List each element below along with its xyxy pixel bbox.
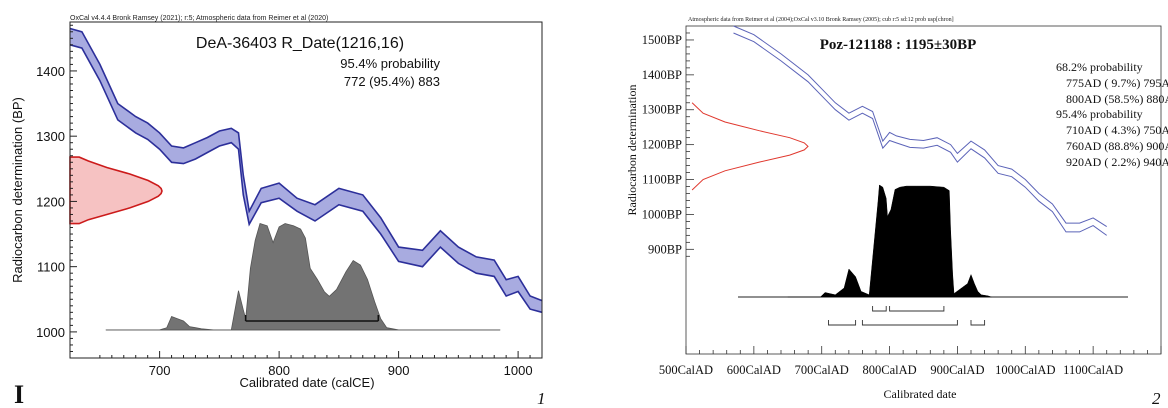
left-calibration-curve-group bbox=[69, 27, 543, 314]
right-x-axis-label: Calibrated date bbox=[884, 387, 957, 401]
y-tick-label: 1100BP bbox=[642, 173, 682, 187]
right-annotation-5: 710AD ( 4.3%) 750AD bbox=[1066, 123, 1168, 137]
y-tick-label: 1300 bbox=[36, 129, 65, 144]
right-y-axis-label: Radiocarbon determination bbox=[625, 85, 639, 216]
left-y-axis-label: Radiocarbon determination (BP) bbox=[10, 97, 25, 283]
left-plot-frame bbox=[69, 21, 543, 359]
right-annotation-6: 760AD (88.8%) 900AD bbox=[1066, 139, 1168, 153]
y-tick-label: 1400BP bbox=[642, 68, 682, 82]
x-tick-label: 700 bbox=[149, 363, 171, 378]
right-annotation-7: 920AD ( 2.2%) 940AD bbox=[1066, 155, 1168, 169]
left-axes-group: 700 800 900 1000 1000 1100 1200 1300 1400 bbox=[36, 24, 543, 378]
right-posterior-group bbox=[738, 184, 1128, 298]
left-x-axis-label: Calibrated date (calCE) bbox=[239, 375, 374, 390]
left-annotation-2: 772 (95.4%) 883 bbox=[344, 74, 440, 89]
left-annotation-1: 95.4% probability bbox=[340, 56, 440, 71]
right-chart-title: Poz-121188 : 1195±30BP bbox=[820, 37, 977, 53]
likelihood-curve bbox=[691, 102, 809, 191]
range-bracket-68 bbox=[872, 306, 887, 312]
x-tick-label: 1000 bbox=[504, 363, 533, 378]
right-chart: Atmospheric data from Reimer et al (2004… bbox=[625, 16, 1168, 401]
y-tick-label: 1200BP bbox=[642, 138, 682, 152]
right-axes-group: 500CalAD 600CalAD 700CalAD 800CalAD 900CalAD… bbox=[642, 32, 1162, 377]
right-plot-frame bbox=[685, 25, 1162, 355]
range-bracket-68 bbox=[889, 306, 945, 312]
right-range-group bbox=[828, 306, 986, 326]
range-bracket-95 bbox=[861, 320, 958, 326]
x-tick-label: 800CalAD bbox=[862, 363, 916, 377]
y-tick-label: 1500BP bbox=[642, 33, 682, 47]
panel-number-left: 1 bbox=[537, 389, 546, 408]
right-annotation-2: 775AD ( 9.7%) 795AD bbox=[1066, 76, 1168, 90]
x-tick-label: 500CalAD bbox=[659, 363, 713, 377]
y-tick-label: 1000BP bbox=[642, 207, 682, 221]
y-tick-label: 900BP bbox=[648, 242, 682, 256]
calibration-upper-line bbox=[69, 27, 543, 302]
x-tick-label: 600CalAD bbox=[727, 363, 781, 377]
calibration-lower-line bbox=[69, 44, 543, 314]
panel-roman-label: I bbox=[14, 380, 24, 408]
x-tick-label: 1000CalAD bbox=[995, 363, 1055, 377]
y-tick-label: 1400 bbox=[36, 64, 65, 79]
calibration-lower-line bbox=[733, 32, 1107, 236]
x-tick-label: 700CalAD bbox=[795, 363, 849, 377]
right-annotation-4: 95.4% probability bbox=[1056, 107, 1143, 121]
right-likelihood-group bbox=[691, 102, 809, 191]
left-chart: OxCal v4.4.4 Bronk Ramsey (2021); r:5; A… bbox=[10, 15, 543, 390]
panel-number-right: 2 bbox=[1152, 389, 1161, 408]
right-header: Atmospheric data from Reimer et al (2004… bbox=[688, 16, 954, 23]
left-chart-title: DeA-36403 R_Date(1216,16) bbox=[196, 35, 404, 52]
posterior-distribution bbox=[105, 222, 501, 331]
range-bracket-95 bbox=[828, 320, 857, 326]
right-calibration-curve-group bbox=[733, 25, 1107, 236]
right-annotation-3: 800AD (58.5%) 880AD bbox=[1066, 92, 1168, 106]
y-tick-label: 1200 bbox=[36, 194, 65, 209]
left-posterior-group bbox=[105, 222, 501, 331]
y-tick-label: 1100 bbox=[37, 260, 65, 275]
y-tick-label: 1300BP bbox=[642, 103, 682, 117]
left-range-group bbox=[244, 315, 380, 322]
calibration-upper-line bbox=[733, 25, 1107, 228]
y-tick-label: 1000 bbox=[36, 325, 65, 340]
x-tick-label: 1100CalAD bbox=[1063, 363, 1123, 377]
range-bracket-95 bbox=[970, 320, 986, 326]
right-annotation-1: 68.2% probability bbox=[1056, 60, 1143, 74]
left-likelihood-group bbox=[69, 156, 163, 225]
left-header: OxCal v4.4.4 Bronk Ramsey (2021); r:5; A… bbox=[70, 15, 328, 22]
likelihood-curve bbox=[69, 156, 163, 225]
x-tick-label: 900 bbox=[388, 363, 410, 378]
x-tick-label: 900CalAD bbox=[930, 363, 984, 377]
x-tick-label: 800 bbox=[268, 363, 290, 378]
posterior-distribution bbox=[787, 184, 992, 298]
